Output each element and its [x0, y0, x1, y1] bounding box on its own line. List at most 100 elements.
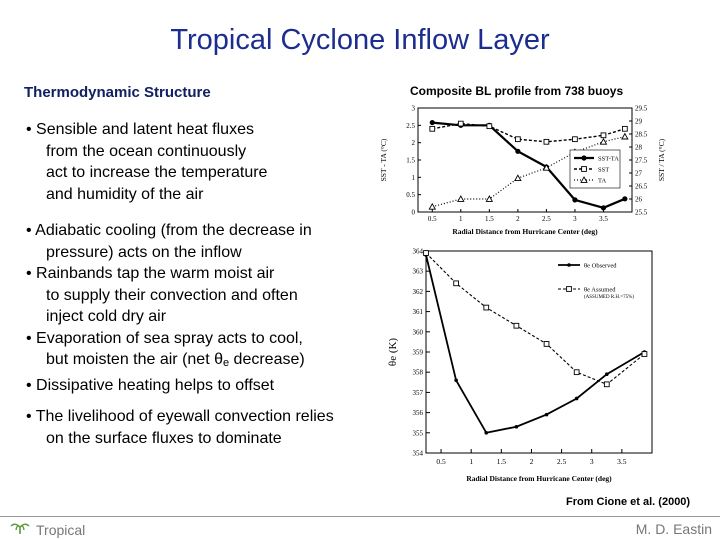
bullet-continuation: pressure) acts on the inflow: [46, 243, 242, 261]
right-heading: Composite BL profile from 738 buoys: [410, 84, 624, 98]
legend-label: SST: [598, 167, 609, 174]
x-axis-label: Radial Distance from Hurricane Center (d…: [466, 474, 612, 483]
data-point: [515, 136, 521, 143]
y-tick-label: 363: [413, 268, 424, 276]
data-point: [515, 148, 521, 154]
legend-note: (ASSUMED R.H.=75%): [584, 295, 634, 300]
y-tick-label: 3: [412, 105, 416, 113]
y-axis-label: θe (K): [387, 338, 399, 367]
y-right-tick-label: 29.5: [635, 105, 648, 113]
bullet-continuation: and humidity of the air: [46, 185, 204, 203]
data-point: [573, 369, 580, 376]
evap-text-post: decrease): [229, 351, 305, 368]
theta-subscript: e: [222, 357, 230, 369]
data-point: [486, 123, 493, 130]
bullet-continuation: but moisten the air (net θe decrease): [26, 349, 312, 375]
data-point: [621, 132, 629, 140]
y-tick-label: 1.5: [406, 157, 415, 165]
y-tick-label: 362: [413, 288, 424, 296]
y-right-tick-label: 26.5: [635, 183, 648, 191]
x-axis-label: Radial Distance from Hurricane Center (d…: [452, 227, 598, 236]
data-point: [600, 205, 607, 211]
legend-box: [569, 149, 621, 189]
data-point: [483, 304, 490, 311]
legend-label: TA: [598, 178, 606, 185]
bullet-group-2: • Adiabatic cooling (from the decrease i…: [26, 220, 312, 396]
y-tick-label: 358: [413, 369, 424, 377]
series-line: [432, 121, 626, 209]
sst-ta-chart-svg: 0.5 1 1.5 2 2.5 3 3.5 0 0.5 1 1.5 2 2.5 3 25.5 26 26.5 27…: [379, 105, 666, 237]
y-tick-label: 354: [413, 450, 424, 458]
legend-label: θe Assumed: [584, 287, 616, 294]
legend-marker: [566, 286, 572, 292]
data-point: [605, 372, 609, 377]
bullet-line: • Evaporation of sea spray acts to cool,: [26, 329, 303, 347]
legend-label: θe Observed: [584, 263, 617, 270]
legend-marker: [581, 155, 587, 161]
y-right-tick-label: 27: [635, 170, 643, 178]
x-tick-label: 2.5: [557, 457, 567, 466]
y-tick-label: 0.5: [406, 191, 415, 199]
data-point: [544, 412, 549, 417]
x-tick-label: 1.5: [497, 457, 507, 466]
series-line: [425, 252, 645, 385]
bullet-continuation: inject cold dry air: [46, 308, 167, 325]
data-point: [428, 202, 437, 210]
x-tick-label: 0.5: [428, 215, 437, 223]
data-point: [543, 341, 550, 347]
footer-course: Tropical: [36, 521, 86, 538]
x-tick-label: 0.5: [436, 457, 446, 466]
data-point: [622, 196, 628, 202]
x-tick-label: 3.5: [617, 457, 627, 466]
data-point: [572, 136, 578, 143]
footer-left: Tropical: [10, 521, 85, 538]
y-tick-label: 2.5: [406, 122, 415, 130]
y-tick-label: 360: [413, 328, 424, 336]
data-point: [457, 120, 464, 127]
palm-tree-icon: [10, 521, 30, 538]
x-tick-label: 2.5: [542, 215, 551, 223]
data-point: [542, 163, 551, 171]
y-tick-label: 356: [413, 409, 424, 417]
y-tick-label: 361: [413, 308, 424, 316]
data-point: [599, 137, 608, 145]
figure-credit: From Cione et al. (2000): [566, 496, 691, 508]
bullet-continuation: act to increase the temperature: [46, 164, 268, 181]
bullet-line: • Sensible and latent heat fluxes: [26, 121, 254, 138]
x-tick-label: 1: [459, 215, 463, 223]
bullet-line: • The livelihood of eyewall convection r…: [26, 408, 334, 425]
data-point: [484, 431, 489, 435]
legend-marker: [581, 166, 587, 172]
y-right-tick-label: 29: [635, 118, 643, 126]
y-right-tick-label: 27.5: [635, 157, 648, 165]
data-point: [429, 125, 436, 132]
bullet-continuation: on the surface fluxes to dominate: [46, 429, 282, 447]
data-point: [641, 351, 648, 357]
series-line: [432, 122, 626, 143]
left-heading: Thermodynamic Structure: [24, 84, 211, 101]
data-point: [574, 396, 579, 401]
y-tick-label: 0: [412, 209, 416, 217]
x-tick-label: 2: [516, 215, 520, 223]
data-point: [429, 119, 435, 126]
data-point: [453, 280, 459, 287]
data-point: [514, 424, 519, 429]
y-tick-label: 355: [413, 429, 424, 437]
y-tick-label: 1: [412, 174, 416, 182]
theta-e-chart: 0.5 1 1.5 2 2.5 3 3.5 354 355 356 357 358 359 360 361 3…: [386, 243, 666, 493]
bullet-continuation: from the ocean continuously: [46, 142, 247, 160]
theta-e-chart-svg: 0.5 1 1.5 2 2.5 3 3.5 354 355 356 357 358 359 360 361 3…: [387, 248, 653, 483]
x-tick-label: 3: [590, 457, 594, 466]
bullet-group-3: • The livelihood of eyewall convection r…: [26, 406, 334, 449]
bullet-continuation: to supply their convection and often: [46, 286, 298, 304]
y-right-tick-label: 28.5: [635, 131, 648, 139]
series-line: [432, 136, 626, 208]
y-right-axis-label: SST / TA (°C): [657, 138, 666, 181]
series-line: [425, 254, 645, 434]
data-point: [622, 125, 628, 132]
data-point: [603, 381, 610, 388]
y-tick-label: 359: [413, 349, 424, 357]
y-tick-label: 2: [412, 139, 416, 147]
y-tick-label: 364: [413, 248, 424, 256]
sst-ta-chart: 0.5 1 1.5 2 2.5 3 3.5 0 0.5 1 1.5 2 2.5 3 25.5 26 26.5 27…: [374, 98, 674, 238]
